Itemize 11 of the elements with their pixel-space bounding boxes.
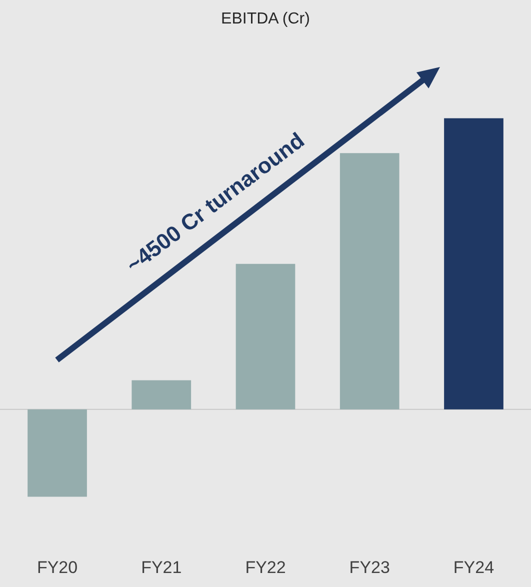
chart-title: EBITDA (Cr) bbox=[221, 10, 310, 28]
x-tick-label: FY23 bbox=[349, 558, 390, 577]
x-tick-label: FY21 bbox=[141, 558, 182, 577]
bar bbox=[340, 153, 400, 410]
x-tick-label: FY22 bbox=[245, 558, 286, 577]
bar bbox=[444, 118, 504, 410]
x-tick-label: FY24 bbox=[453, 558, 494, 577]
bar bbox=[236, 264, 296, 410]
bar bbox=[28, 409, 87, 497]
x-tick-label: FY20 bbox=[36, 558, 78, 577]
bar bbox=[132, 380, 192, 410]
